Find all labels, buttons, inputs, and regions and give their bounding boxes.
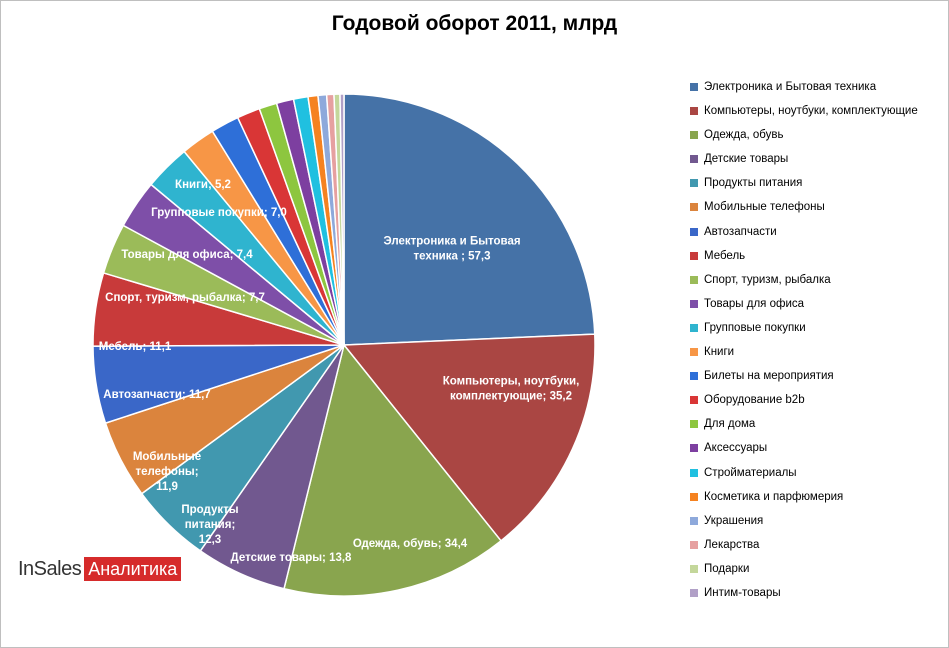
legend-label: Оборудование b2b	[704, 394, 805, 407]
legend-label: Книги	[704, 346, 735, 359]
legend-label: Групповые покупки	[704, 321, 806, 334]
legend-swatch	[690, 492, 698, 501]
legend-swatch	[690, 275, 698, 284]
legend-swatch	[690, 107, 698, 116]
legend-label: Автозапчасти	[704, 225, 777, 238]
legend-swatch	[690, 468, 698, 477]
legend-label: Украшения	[704, 514, 764, 527]
legend-label: Товары для офиса	[704, 297, 805, 310]
legend-label: Одежда, обувь	[704, 129, 784, 142]
legend-label: Продукты питания	[704, 177, 803, 190]
slice-label-5: Продукты питания; 12,3	[181, 504, 238, 546]
legend-swatch	[690, 420, 698, 429]
legend-label: Аксессуары	[704, 442, 768, 455]
slice-label-3: Одежда, обувь; 34,4	[353, 538, 468, 550]
legend-swatch	[690, 131, 698, 140]
legend-swatch	[690, 540, 698, 549]
legend-swatch	[690, 372, 698, 381]
legend-label: Для дома	[704, 418, 756, 431]
legend-label: Стройматериалы	[704, 466, 797, 479]
legend-swatch	[690, 203, 698, 212]
legend-swatch	[690, 227, 698, 236]
legend-swatch	[690, 516, 698, 525]
legend-label: Косметика и парфюмерия	[704, 490, 844, 503]
legend-label: Интим-товары	[704, 586, 781, 599]
legend-swatch	[690, 155, 698, 164]
pie-slice-22	[339, 93, 345, 346]
legend-label: Детские товары	[704, 153, 789, 166]
slice-label-9: Спорт, туризм, рыбалка; 7,7	[105, 292, 265, 304]
legend-label: Лекарства	[704, 538, 760, 551]
legend-label: Билеты на мероприятия	[704, 370, 834, 383]
legend-label: Электроника и Бытовая техника	[704, 81, 877, 93]
insales-logo: InSales Аналитика	[18, 557, 182, 581]
pie-slice-2	[342, 333, 596, 542]
legend-swatch	[690, 179, 698, 188]
slice-label-10: Товары для офиса; 7,4	[121, 249, 253, 261]
pie-slice-3	[283, 343, 503, 597]
slice-label-6: Мобильные телефоны; 11,9	[133, 451, 201, 493]
legend-swatch	[690, 588, 698, 597]
slice-label-4: Детские товары; 13,8	[231, 552, 353, 564]
legend-swatch	[690, 323, 698, 332]
slice-label-1: Электроника и Бытовая техника ; 57,3	[383, 236, 520, 263]
pie-slice-1	[343, 93, 596, 346]
slice-label-11: Групповые покупки; 7,0	[151, 207, 287, 219]
slice-label-8: Мебель; 11,1	[99, 341, 172, 353]
legend-swatch	[690, 444, 698, 453]
legend-swatch	[690, 251, 698, 260]
logo-insales-text: InSales	[18, 557, 82, 580]
legend-label: Подарки	[704, 562, 750, 575]
legend-label: Спорт, туризм, рыбалка	[704, 273, 831, 286]
legend-swatch	[690, 348, 698, 357]
slice-label-7: Автозапчасти; 11,7	[103, 389, 210, 401]
logo-analytics-text: Аналитика	[84, 557, 182, 581]
legend-label: Мебель	[704, 249, 746, 262]
chart-title: Годовой оборот 2011, млрд	[331, 12, 618, 35]
legend-label: Мобильные телефоны	[704, 201, 825, 214]
legend-swatch	[690, 564, 698, 573]
legend-swatch	[690, 83, 698, 91]
slice-label-2: Компьютеры, ноутбуки, комплектующие; 35,2	[443, 376, 580, 403]
slice-label-12: Книги; 5,2	[175, 179, 231, 191]
legend-label: Компьютеры, ноутбуки, комплектующие	[704, 105, 918, 118]
legend-swatch	[690, 299, 698, 308]
legend-swatch	[690, 396, 698, 405]
